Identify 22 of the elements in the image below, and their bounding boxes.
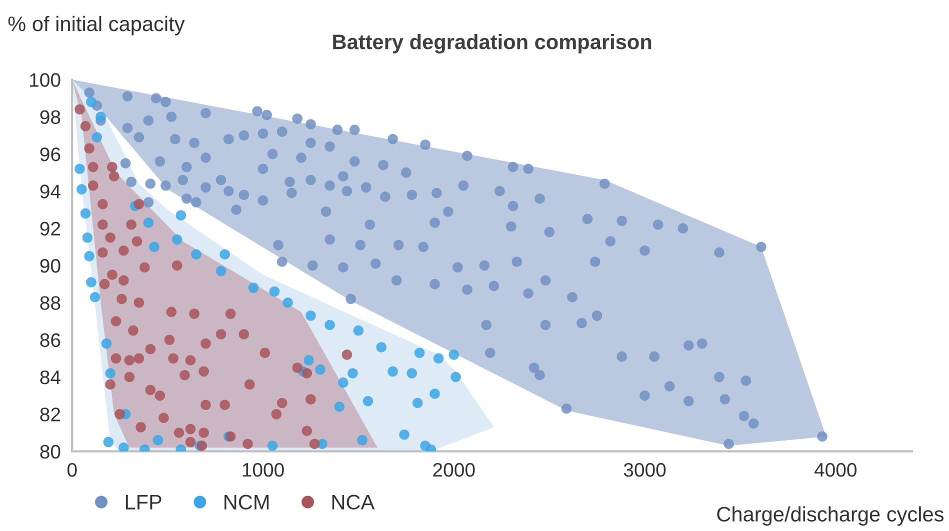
y-tick-label: 82 <box>40 408 60 422</box>
chart-title: Battery degradation comparison <box>333 34 652 54</box>
y-tick-label: 86 <box>40 333 60 348</box>
legend-label: LFP <box>126 494 162 510</box>
legend-label: NCA <box>332 494 375 510</box>
legend-label: NCM <box>224 494 269 510</box>
x-tick-label: 2000 <box>433 462 475 477</box>
x-tick-label: 4000 <box>814 462 857 477</box>
x-axis-title: Charge/discharge cycles <box>717 506 944 526</box>
y-tick-label: 90 <box>40 258 60 273</box>
y-tick-label: 94 <box>40 184 60 198</box>
y-tick-label: 98 <box>40 110 60 124</box>
y-tick-label: 88 <box>40 296 60 310</box>
x-tick-label: 1000 <box>242 462 284 477</box>
y-tick-label: 92 <box>40 222 60 236</box>
y-tick-label: 100 <box>30 73 60 87</box>
y-axis-title: % of initial capacity <box>8 16 185 36</box>
x-tick-label: 3000 <box>624 462 666 477</box>
y-tick-label: 84 <box>40 370 60 384</box>
y-tick-label: 80 <box>40 444 60 459</box>
x-tick-label: 0 <box>67 462 77 477</box>
y-tick-label: 96 <box>40 147 60 162</box>
